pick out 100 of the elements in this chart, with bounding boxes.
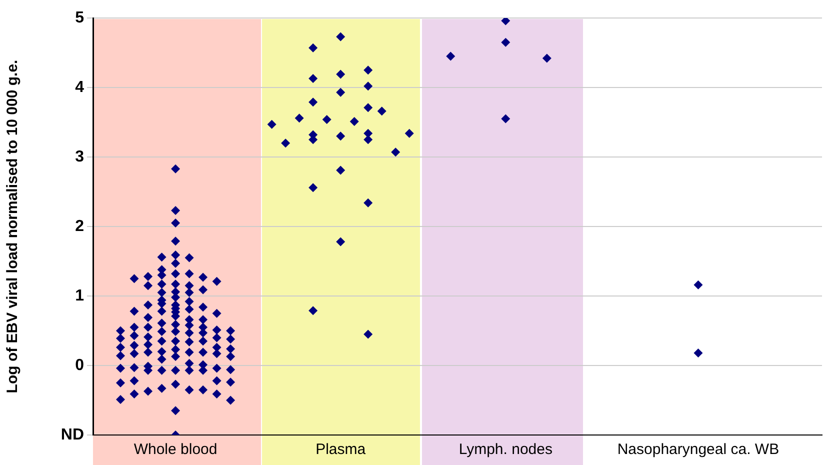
point [198, 315, 208, 324]
point [116, 326, 126, 336]
point [144, 322, 153, 332]
point [157, 252, 166, 262]
point [116, 395, 126, 404]
point [184, 358, 194, 368]
point [130, 340, 139, 350]
point [171, 250, 180, 260]
point [144, 340, 153, 350]
point [308, 74, 318, 83]
point [144, 272, 153, 282]
point [184, 337, 194, 346]
point [116, 364, 126, 373]
point [171, 218, 180, 228]
y-tick-label: 5 [75, 9, 84, 26]
point [116, 351, 126, 360]
point [144, 313, 153, 322]
point [350, 117, 359, 126]
point [198, 285, 208, 294]
point [130, 363, 139, 372]
point [171, 164, 180, 174]
point [267, 120, 276, 129]
point [446, 52, 456, 61]
point [184, 328, 194, 338]
point [694, 348, 703, 358]
point [157, 326, 166, 336]
point [322, 114, 332, 124]
point [198, 348, 208, 357]
point [171, 269, 180, 278]
point [157, 336, 166, 346]
y-tick-label: ND [60, 426, 84, 444]
point [308, 183, 318, 192]
point [144, 348, 153, 357]
point [336, 166, 346, 175]
point [116, 342, 126, 352]
point [184, 304, 194, 314]
point [171, 366, 180, 375]
point [116, 334, 126, 343]
point [364, 103, 373, 112]
point [157, 318, 166, 328]
point [130, 376, 139, 386]
point [157, 366, 166, 375]
point [130, 274, 139, 284]
y-axis-title: Log of EBV viral load normalised to 10 000 g.e. [4, 60, 22, 394]
point [171, 206, 180, 216]
point [144, 386, 153, 396]
point [171, 236, 180, 246]
point [184, 281, 194, 290]
point [501, 38, 510, 47]
point [130, 322, 139, 332]
point [212, 389, 222, 398]
point [198, 336, 208, 346]
point [198, 272, 208, 282]
point [336, 237, 346, 246]
point [226, 334, 236, 344]
point [157, 354, 166, 364]
y-tick-label: 0 [75, 356, 84, 374]
point [157, 347, 166, 356]
point [501, 18, 510, 26]
point [226, 344, 236, 354]
x-tick-label: Plasma [316, 441, 366, 458]
x-tick-label: Lymph. nodes [458, 441, 552, 458]
point [212, 333, 222, 342]
point [184, 385, 194, 394]
point [157, 288, 166, 298]
point [198, 385, 208, 394]
y-tick-label: 2 [75, 218, 84, 235]
point [144, 332, 153, 342]
point [212, 276, 222, 286]
point [184, 253, 194, 262]
point [212, 308, 222, 318]
y-tick-label: 4 [75, 78, 84, 96]
point [308, 306, 318, 316]
point [171, 258, 180, 268]
point [184, 348, 194, 357]
point [226, 378, 236, 387]
y-tick-label: 1 [75, 287, 84, 304]
point [294, 114, 304, 123]
y-tick-label: 3 [75, 148, 84, 166]
point [144, 300, 153, 310]
point [212, 364, 222, 373]
point [171, 336, 180, 346]
point [157, 306, 166, 316]
point [171, 320, 180, 329]
point [184, 297, 194, 306]
point [130, 331, 139, 340]
point [377, 106, 386, 116]
x-tick-label: Nasopharyngeal ca. WB [617, 441, 780, 458]
point [336, 88, 346, 97]
point [226, 396, 236, 405]
point [130, 306, 139, 316]
point [184, 288, 194, 298]
point [116, 378, 126, 388]
point [364, 198, 373, 208]
point [694, 280, 703, 290]
point [157, 384, 166, 393]
point [391, 148, 400, 157]
x-tick-label: Whole blood [134, 441, 218, 458]
point [184, 269, 194, 278]
point [171, 380, 180, 389]
